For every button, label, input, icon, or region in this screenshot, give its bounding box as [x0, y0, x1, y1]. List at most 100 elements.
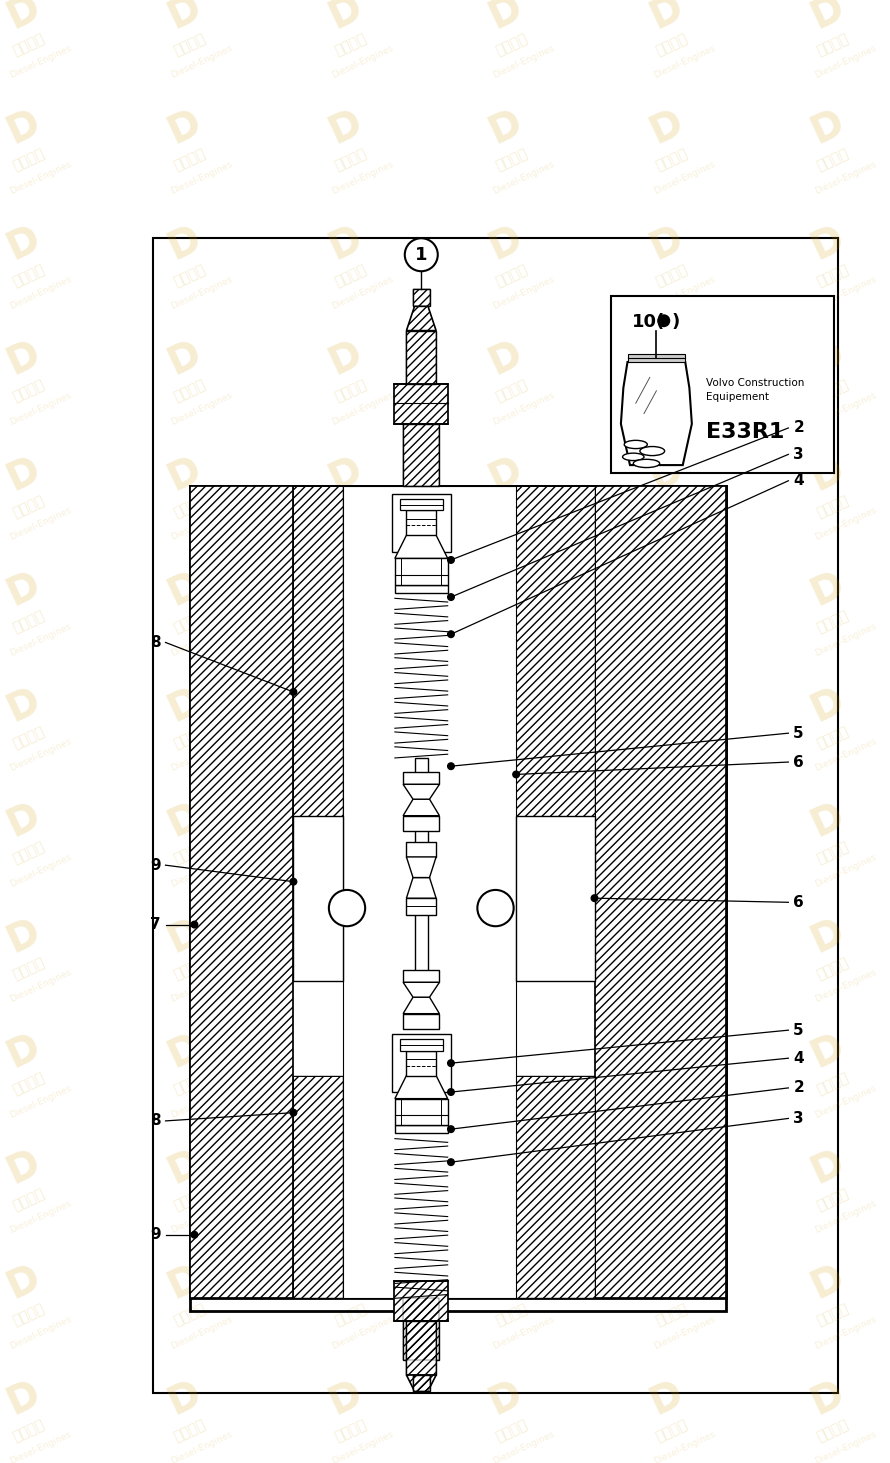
Text: Equipement: Equipement	[706, 392, 769, 402]
Text: 紫发动力: 紫发动力	[11, 840, 47, 866]
Text: 紫发动力: 紫发动力	[11, 262, 47, 290]
Text: Diesel-Engines: Diesel-Engines	[9, 1083, 73, 1119]
Polygon shape	[403, 998, 440, 1014]
Text: 1: 1	[415, 246, 427, 263]
Text: 紫发动力: 紫发动力	[171, 1071, 207, 1097]
Bar	[407, 331, 436, 385]
Text: 紫发动力: 紫发动力	[11, 609, 47, 635]
Text: D: D	[483, 334, 529, 382]
Text: Diesel-Engines: Diesel-Engines	[170, 159, 234, 196]
Text: D: D	[805, 680, 850, 729]
Text: 紫发动力: 紫发动力	[11, 377, 47, 405]
Text: Diesel-Engines: Diesel-Engines	[9, 737, 73, 772]
Text: 紫发动力: 紫发动力	[654, 840, 690, 866]
Text: Diesel-Engines: Diesel-Engines	[170, 506, 234, 543]
Bar	[413, 1375, 430, 1391]
Circle shape	[448, 1159, 454, 1166]
Text: 紫发动力: 紫发动力	[654, 1418, 690, 1444]
Text: D: D	[805, 1258, 850, 1306]
Bar	[294, 486, 343, 857]
Text: 紫发动力: 紫发动力	[493, 146, 530, 174]
Text: Diesel-Engines: Diesel-Engines	[330, 622, 395, 658]
Text: 紫发动力: 紫发动力	[493, 1186, 530, 1213]
Text: D: D	[322, 0, 368, 37]
Text: Diesel-Engines: Diesel-Engines	[9, 1314, 73, 1350]
Text: D: D	[644, 334, 689, 382]
Text: 紫发动力: 紫发动力	[332, 1418, 368, 1444]
Text: D: D	[161, 104, 206, 151]
Bar	[190, 486, 726, 1298]
Text: Diesel-Engines: Diesel-Engines	[330, 1429, 395, 1463]
Text: 紫发动力: 紫发动力	[814, 1302, 851, 1328]
Text: D: D	[161, 1143, 206, 1191]
Text: D: D	[644, 0, 689, 37]
Text: 紫发动力: 紫发动力	[11, 146, 47, 174]
Text: D: D	[322, 796, 368, 844]
Text: 紫发动力: 紫发动力	[171, 955, 207, 982]
Text: 紫发动力: 紫发动力	[171, 1302, 207, 1328]
Text: 紫发动力: 紫发动力	[493, 1071, 530, 1097]
Text: 紫发动力: 紫发动力	[11, 1418, 47, 1444]
Text: D: D	[483, 911, 529, 960]
Text: Diesel-Engines: Diesel-Engines	[9, 1198, 73, 1235]
Text: Diesel-Engines: Diesel-Engines	[330, 1198, 395, 1235]
Bar	[190, 486, 726, 1311]
Text: D: D	[644, 1143, 689, 1191]
Text: D: D	[805, 449, 850, 497]
Text: 紫发动力: 紫发动力	[814, 1418, 851, 1444]
Circle shape	[448, 556, 454, 563]
Text: Diesel-Engines: Diesel-Engines	[491, 967, 556, 1004]
Text: 紫发动力: 紫发动力	[814, 955, 851, 982]
Polygon shape	[407, 878, 436, 898]
Text: D: D	[322, 1374, 368, 1422]
Text: Diesel-Engines: Diesel-Engines	[652, 1083, 716, 1119]
Text: 紫发动力: 紫发动力	[332, 1071, 368, 1097]
Text: D: D	[805, 1027, 850, 1075]
Bar	[403, 424, 440, 486]
Text: D: D	[322, 1027, 368, 1075]
Text: 紫发动力: 紫发动力	[654, 31, 690, 59]
Bar	[403, 970, 440, 982]
Text: D: D	[161, 680, 206, 729]
Text: 紫发动力: 紫发动力	[814, 262, 851, 290]
Text: D: D	[322, 911, 368, 960]
Text: Diesel-Engines: Diesel-Engines	[652, 851, 716, 888]
Text: Diesel-Engines: Diesel-Engines	[330, 1083, 395, 1119]
Text: 7: 7	[150, 917, 160, 932]
Text: Diesel-Engines: Diesel-Engines	[813, 1198, 878, 1235]
Circle shape	[191, 1232, 198, 1238]
Text: 紫发动力: 紫发动力	[171, 1186, 207, 1213]
Text: 紫发动力: 紫发动力	[171, 609, 207, 635]
Text: ): )	[671, 313, 679, 332]
Text: D: D	[483, 1027, 529, 1075]
Circle shape	[290, 1109, 296, 1116]
Text: Diesel-Engines: Diesel-Engines	[330, 967, 395, 1004]
Text: 紫发动力: 紫发动力	[493, 609, 530, 635]
Text: 5: 5	[793, 1023, 804, 1037]
Text: Diesel-Engines: Diesel-Engines	[813, 159, 878, 196]
Text: Diesel-Engines: Diesel-Engines	[170, 275, 234, 312]
Polygon shape	[395, 1075, 448, 1099]
Text: 2: 2	[793, 420, 804, 436]
Text: 紫发动力: 紫发动力	[654, 377, 690, 405]
Text: Diesel-Engines: Diesel-Engines	[491, 622, 556, 658]
Text: 紫发动力: 紫发动力	[171, 377, 207, 405]
Text: 紫发动力: 紫发动力	[814, 1186, 851, 1213]
Text: Diesel-Engines: Diesel-Engines	[813, 1429, 878, 1463]
Text: Diesel-Engines: Diesel-Engines	[652, 622, 716, 658]
Text: D: D	[161, 796, 206, 844]
Text: Diesel-Engines: Diesel-Engines	[170, 391, 234, 427]
Text: Diesel-Engines: Diesel-Engines	[652, 737, 716, 772]
Text: 紫发动力: 紫发动力	[654, 609, 690, 635]
Bar	[516, 486, 595, 857]
Text: D: D	[483, 1374, 529, 1422]
Text: D: D	[805, 565, 850, 613]
Text: Diesel-Engines: Diesel-Engines	[330, 391, 395, 427]
Text: Diesel-Engines: Diesel-Engines	[170, 1198, 234, 1235]
Text: 紫发动力: 紫发动力	[654, 955, 690, 982]
Bar	[395, 1125, 448, 1134]
Text: D: D	[805, 334, 850, 382]
Text: Diesel-Engines: Diesel-Engines	[491, 275, 556, 312]
Bar	[516, 1075, 595, 1298]
Text: D: D	[161, 449, 206, 497]
